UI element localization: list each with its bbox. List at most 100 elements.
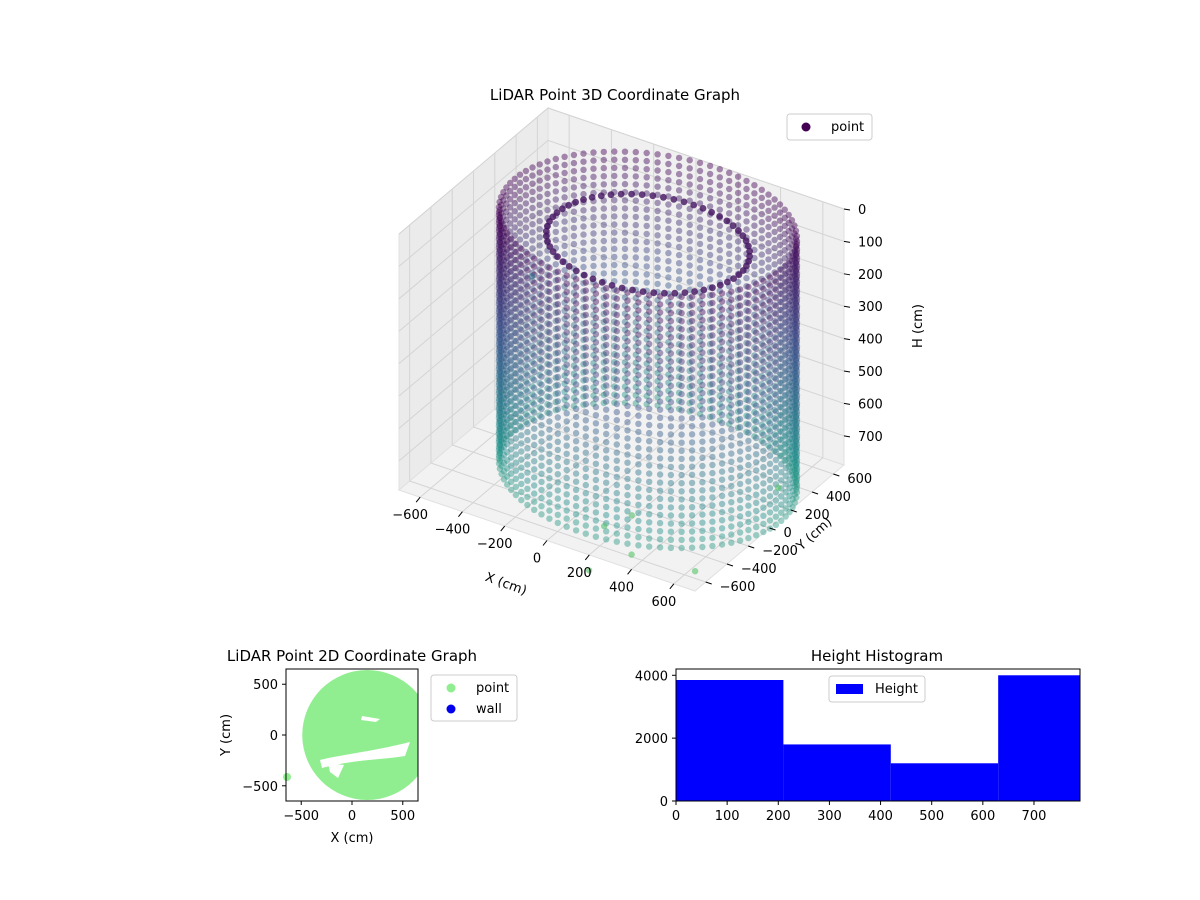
lidar-point <box>561 372 568 379</box>
lidar-point <box>495 228 503 235</box>
lidar-point <box>791 442 798 449</box>
lidar-point <box>496 296 503 303</box>
lidar-point <box>503 297 510 305</box>
lidar-point <box>771 382 778 389</box>
lidar-point <box>546 385 553 393</box>
lidar-point <box>778 274 785 281</box>
lidar-point <box>667 496 675 503</box>
lidar-point <box>760 293 767 301</box>
lidar-point <box>736 359 744 366</box>
lidar-point <box>536 226 543 233</box>
lidar-point <box>678 447 685 454</box>
lidar-point <box>546 272 553 279</box>
lidar-point <box>518 310 525 317</box>
lidar-point <box>552 285 559 292</box>
lidar-point <box>570 338 578 345</box>
z-tick-label: 500 <box>858 365 883 380</box>
lidar-point <box>552 269 559 276</box>
lidar-point <box>686 359 693 366</box>
lidar-point <box>536 363 543 371</box>
lidar-point <box>508 259 515 267</box>
lidar-point <box>789 382 796 390</box>
lidar-point <box>793 392 801 399</box>
lidar-point <box>718 290 726 297</box>
lidar-point <box>751 295 758 302</box>
lidar-point <box>643 392 650 400</box>
lidar-point <box>696 313 704 320</box>
lidar-point <box>643 174 650 181</box>
lidar-point <box>793 419 801 426</box>
lidar-point <box>675 405 683 413</box>
lidar-point <box>507 220 514 227</box>
legend: point wall <box>430 674 518 722</box>
lidar-point <box>667 398 675 406</box>
lidar-point <box>518 456 525 463</box>
lidar-point <box>518 440 525 447</box>
lidar-point <box>781 263 788 270</box>
lidar-point <box>760 464 767 471</box>
lidar-point <box>522 224 530 231</box>
lidar-point <box>743 355 750 363</box>
lidar-point <box>495 249 503 256</box>
lidar-point <box>518 302 525 309</box>
lidar-point <box>511 410 518 417</box>
lidar-point <box>686 197 693 204</box>
lidar-point <box>592 517 600 524</box>
lidar-point <box>772 456 780 464</box>
lidar-point <box>706 381 714 388</box>
lidar-point <box>776 387 784 395</box>
lidar-point <box>507 285 514 292</box>
lidar-point <box>503 378 510 386</box>
z-tick-label: 600 <box>858 397 883 412</box>
lidar-point <box>500 383 507 390</box>
lidar-point <box>632 246 639 253</box>
lidar-point <box>563 280 570 287</box>
lidar-point <box>504 384 511 391</box>
lidar-point <box>621 237 629 244</box>
lidar-point <box>518 464 525 471</box>
lidar-point <box>788 306 796 313</box>
lidar-point <box>656 430 664 438</box>
scan-column <box>524 250 531 509</box>
lidar-point <box>654 199 661 207</box>
lidar-point <box>590 173 597 180</box>
lidar-point <box>667 455 675 462</box>
lidar-point <box>736 488 744 496</box>
lidar-point <box>745 299 752 307</box>
lidar-point <box>791 466 798 474</box>
lidar-point <box>753 459 760 466</box>
lidar-point <box>544 237 551 245</box>
lidar-point <box>665 371 672 378</box>
lidar-point <box>643 279 650 286</box>
lidar-point <box>496 416 504 424</box>
lidar-point <box>495 276 503 284</box>
lidar-point <box>686 221 693 229</box>
lidar-point <box>791 343 798 351</box>
lidar-point <box>624 516 631 523</box>
lidar-point <box>758 267 765 274</box>
lidar-point <box>772 497 780 504</box>
z-tick-label: 100 <box>858 235 883 250</box>
lidar-point <box>728 426 735 433</box>
lidar-point <box>699 381 706 389</box>
lidar-point <box>531 376 538 384</box>
lidar-point <box>503 394 510 402</box>
lidar-point <box>600 181 607 188</box>
lidar-point <box>778 412 785 419</box>
lidar-point <box>791 377 798 385</box>
lidar-point <box>793 435 801 442</box>
lidar-point <box>792 365 800 372</box>
lidar-point <box>792 324 800 332</box>
lidar-point <box>665 168 672 176</box>
lidar-point <box>791 361 798 368</box>
lidar-point <box>531 441 538 449</box>
lidar-point <box>690 201 698 209</box>
lidar-point <box>552 309 559 317</box>
scan-column <box>570 151 578 410</box>
x-tick-label: 200 <box>567 566 592 581</box>
lidar-point <box>781 279 788 286</box>
lidar-point <box>580 231 587 238</box>
lidar-point <box>561 388 568 395</box>
lidar-point <box>495 411 503 419</box>
lidar-point <box>570 403 578 410</box>
